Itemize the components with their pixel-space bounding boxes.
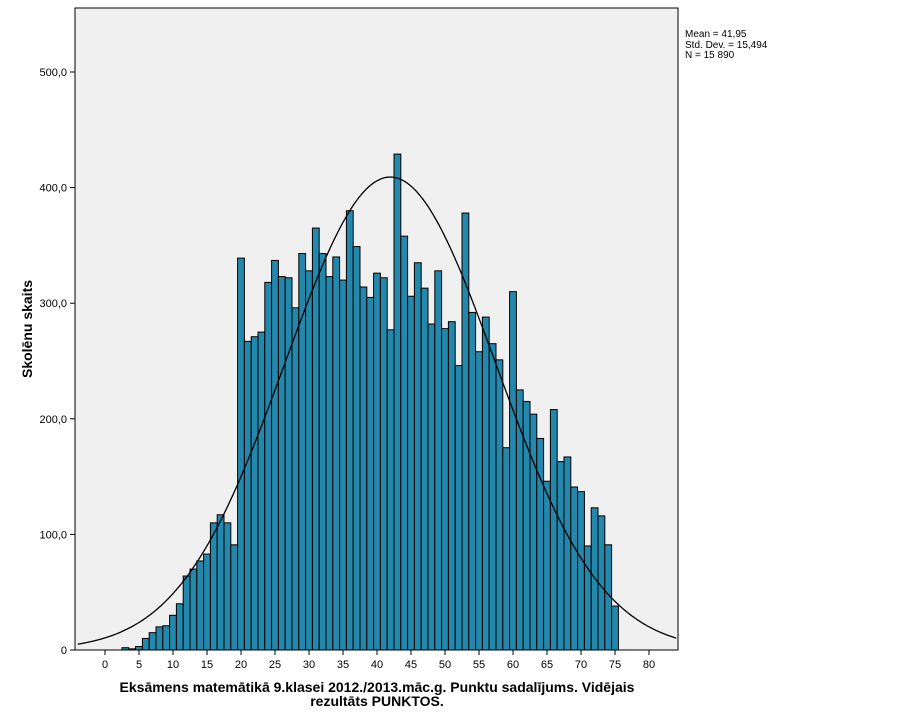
- histogram-bar: [339, 279, 347, 651]
- x-tick-label: 30: [303, 659, 315, 671]
- histogram-bar: [237, 257, 245, 651]
- histogram-bar: [250, 336, 259, 651]
- histogram-bar: [400, 235, 409, 651]
- histogram-bar: [135, 646, 143, 651]
- histogram-bar: [223, 522, 232, 651]
- stat-n: N = 15 890: [685, 50, 735, 61]
- histogram-bar: [427, 323, 436, 651]
- histogram-bar: [257, 331, 266, 651]
- histogram-bar: [563, 456, 572, 651]
- histogram-bar: [441, 328, 449, 651]
- histogram-bar: [556, 461, 565, 651]
- histogram-bar: [189, 568, 198, 651]
- x-tick-label: 50: [439, 659, 451, 671]
- histogram-bar: [182, 575, 191, 651]
- histogram-bar: [311, 227, 320, 651]
- histogram-bar: [155, 626, 164, 651]
- y-tick-label: 500,0: [39, 67, 67, 79]
- histogram-bar: [420, 287, 429, 651]
- histogram-bar: [216, 514, 225, 651]
- histogram-bar: [203, 553, 211, 651]
- histogram-bar: [529, 413, 538, 651]
- histogram-bar: [454, 365, 463, 651]
- histogram-bar: [169, 614, 177, 651]
- histogram-bar: [434, 270, 443, 651]
- histogram-bar: [549, 409, 558, 651]
- histogram-bar: [570, 486, 579, 651]
- histogram-bar: [366, 296, 375, 651]
- histogram-bar: [148, 632, 157, 651]
- histogram-bar: [318, 252, 327, 651]
- y-tick-label: 400,0: [39, 183, 67, 195]
- histogram-bar: [407, 295, 415, 651]
- histogram-bar: [611, 605, 619, 651]
- histogram-bar: [509, 291, 517, 651]
- histogram-bar: [577, 491, 585, 651]
- histogram-bar: [502, 447, 511, 651]
- histogram-bar: [393, 153, 402, 651]
- histogram-bar: [481, 316, 490, 651]
- x-tick-label: 65: [541, 659, 553, 671]
- histogram-bar: [271, 259, 279, 651]
- histogram-bar: [291, 307, 300, 651]
- histogram-bar: [162, 625, 171, 651]
- histogram-bar: [352, 246, 361, 651]
- normal-curve: [77, 176, 677, 645]
- histogram-bar: [277, 276, 286, 651]
- x-tick-label: 70: [575, 659, 587, 671]
- y-tick-label: 0: [61, 645, 67, 657]
- histogram-bar: [475, 351, 483, 651]
- histogram-bar: [175, 603, 184, 651]
- x-tick-label: 40: [371, 659, 383, 671]
- x-tick-label: 10: [167, 659, 179, 671]
- histogram-bar: [332, 256, 341, 651]
- x-tick-label: 45: [405, 659, 417, 671]
- x-tick-label: 80: [643, 659, 655, 671]
- histogram-bar: [284, 277, 293, 651]
- histogram-bar: [305, 270, 313, 651]
- histogram-bar: [209, 522, 218, 651]
- x-tick-label: 35: [337, 659, 349, 671]
- histogram-bar: [141, 637, 150, 651]
- histogram-bar: [488, 343, 497, 651]
- histogram-bar: [264, 281, 273, 651]
- x-tick-label: 15: [201, 659, 213, 671]
- y-axis-label: Skolēnu skaits: [19, 280, 35, 378]
- histogram-bar: [468, 311, 477, 651]
- histogram-bar: [536, 437, 545, 651]
- histogram-bar: [196, 560, 205, 651]
- histogram-bar: [121, 647, 130, 651]
- x-tick-label: 25: [269, 659, 281, 671]
- x-tick-label: 60: [507, 659, 519, 671]
- histogram-bar: [583, 545, 592, 651]
- y-tick-label: 300,0: [39, 298, 67, 310]
- y-tick-label: 100,0: [39, 529, 67, 541]
- histogram-bar: [543, 480, 551, 651]
- histogram-bar: [230, 544, 239, 651]
- histogram-bar: [298, 252, 307, 651]
- histogram-bar: [128, 648, 137, 651]
- histogram-bar: [373, 272, 381, 651]
- histogram-bar: [386, 329, 395, 651]
- x-tick-label: 5: [136, 659, 142, 671]
- histogram-bar: [345, 210, 354, 651]
- histogram-bar: [379, 277, 388, 651]
- histogram-bar: [243, 340, 252, 651]
- stat-mean: Mean = 41,95: [685, 29, 747, 40]
- x-tick-label: 20: [235, 659, 247, 671]
- y-tick-label: 200,0: [39, 414, 67, 426]
- x-tick-label: 55: [473, 659, 485, 671]
- histogram-bar: [325, 276, 334, 651]
- x-tick-label: 0: [102, 659, 108, 671]
- stat-std: Std. Dev. = 15,494: [685, 40, 768, 51]
- histogram-bar: [413, 262, 422, 651]
- histogram-bar: [495, 359, 504, 651]
- x-tick-label: 75: [609, 659, 621, 671]
- histogram-bar: [359, 286, 368, 651]
- x-axis-label-line1: Eksāmens matemātikā 9.klasei 2012./2013.…: [120, 679, 635, 695]
- x-axis-label-line2: rezultāts PUNKTOS.: [310, 693, 444, 709]
- histogram-bar: [447, 321, 456, 651]
